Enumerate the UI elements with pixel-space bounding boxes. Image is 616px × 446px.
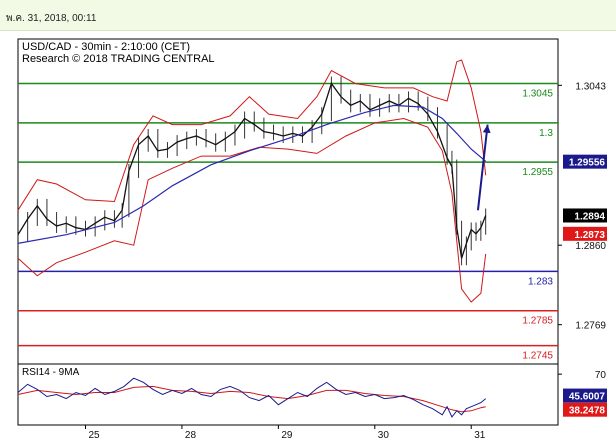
rsi-panel-frame: [17, 363, 559, 426]
price-series: [17, 76, 487, 266]
forecast-arrow-shaft: [476, 124, 489, 211]
price-badges: 1.29556 1.2894 1.2873 45.6007 38.2478: [563, 154, 607, 417]
y-tick-label-1: 1.2860: [575, 241, 606, 252]
chart-title: USD/CAD - 30min - 2:10:00 (CET): [22, 41, 190, 53]
rsi-title: RSI14 - 9MA: [22, 367, 80, 378]
level-label-1: 1.3: [539, 128, 553, 139]
rsi-value-badge-label: 45.6007: [569, 392, 606, 403]
x-tick-label-4: 31: [474, 430, 486, 441]
x-axis: 25 28 29 30 31: [85, 425, 486, 441]
chart-subtitle: Research © 2018 TRADING CENTRAL: [22, 53, 215, 65]
rsi-value-badge-bg: [563, 388, 607, 403]
level-label-2: 1.2955: [522, 167, 553, 178]
x-tick-label-1: 28: [185, 430, 197, 441]
price-chart: USD/CAD - 30min - 2:10:00 (CET) Research…: [17, 38, 607, 441]
level-label-5: 1.2745: [522, 351, 553, 362]
price-badge-1-bg: [563, 208, 607, 223]
rsi-ma-badge-label: 38.2478: [569, 406, 606, 417]
levels-layer: 1.3045 1.3 1.2955 1.283 1.2785 1.2745: [18, 82, 558, 362]
price-close-line: [17, 82, 487, 259]
main-panel-frame: [17, 38, 559, 365]
price-badge-2-label: 1.2873: [574, 230, 605, 241]
level-label-3: 1.283: [528, 276, 553, 287]
x-tick-label-0: 25: [89, 430, 101, 441]
rsi-tick-label: 70: [595, 370, 607, 381]
price-badge-1-label: 1.2894: [574, 211, 605, 222]
chart-date: พ.ค. 31, 2018, 00:11: [6, 13, 97, 24]
level-label-4: 1.2785: [522, 316, 553, 327]
bb-upper-line: [17, 59, 487, 211]
bb-lower-line: [17, 117, 487, 303]
forecast-arrow: [476, 124, 491, 211]
price-badge-0-bg: [563, 154, 607, 169]
x-tick-label-3: 30: [378, 430, 390, 441]
rsi-ma-badge-bg: [563, 402, 607, 417]
date-bar: พ.ค. 31, 2018, 00:11: [0, 0, 616, 31]
x-tick-label-2: 29: [281, 430, 293, 441]
y-tick-label-0: 1.3043: [575, 81, 606, 92]
price-badge-2-bg: [563, 226, 607, 241]
bollinger-bands: [17, 59, 487, 303]
rsi-ma-line: [17, 385, 486, 413]
forecast-arrow-head: [482, 124, 491, 134]
y-tick-label-2: 1.2769: [575, 321, 606, 332]
rsi-series: 70: [17, 370, 607, 418]
price-badge-0-label: 1.29556: [569, 158, 606, 169]
y-axis: 1.3043 1.2860 1.2769: [558, 81, 606, 332]
rsi-line: [17, 377, 487, 418]
level-label-0: 1.3045: [522, 89, 553, 100]
moving-average-line: [17, 104, 487, 244]
